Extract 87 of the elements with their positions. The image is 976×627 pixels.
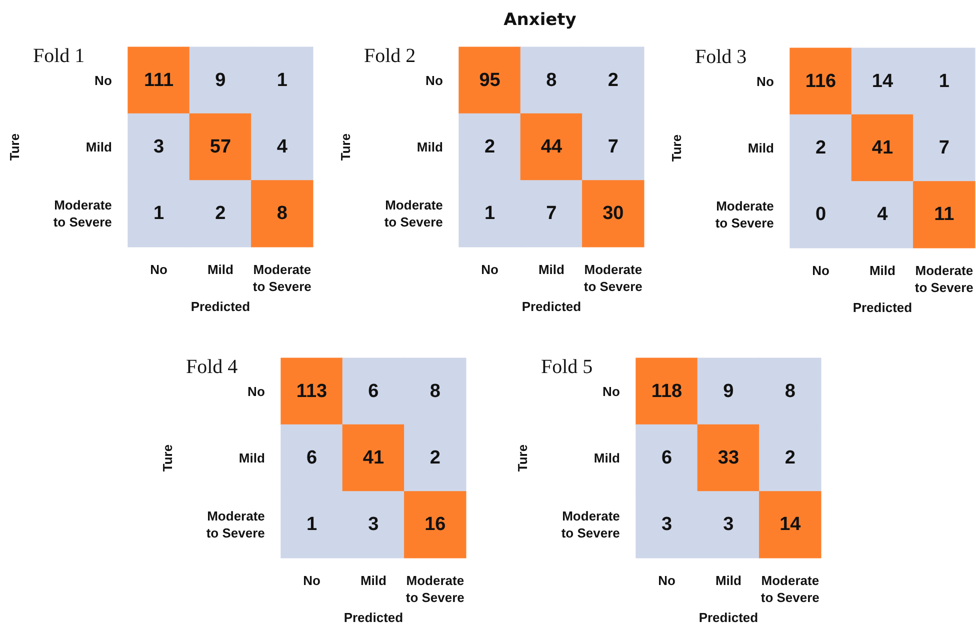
data-label: 7 [546, 203, 557, 224]
data-label: 95 [479, 70, 501, 91]
y-tick-label: No [248, 384, 265, 399]
y-tick-label: Mild [238, 450, 265, 466]
chart-title: Fold 1 [33, 45, 85, 67]
y-axis-title: Ture [669, 134, 684, 162]
x-tick-label: No [658, 573, 676, 588]
data-label: 3 [153, 136, 164, 158]
y-tick-label: Moderate to Severe [384, 198, 443, 230]
y-tick-label: Mild [416, 140, 443, 154]
data-label: 14 [872, 70, 894, 92]
y-tick-label: Moderate to Severe [53, 198, 112, 230]
data-label: 2 [815, 138, 826, 158]
data-label: 0 [815, 204, 826, 226]
y-tick-label: Mild [594, 450, 620, 466]
data-label: 8 [546, 70, 557, 91]
data-label: 2 [484, 136, 496, 158]
x-tick-label: No [481, 262, 498, 277]
data-label: 30 [602, 203, 624, 224]
y-tick-label: No [756, 74, 774, 89]
data-label: 41 [362, 448, 384, 468]
data-label: 7 [608, 136, 618, 158]
data-label: 113 [296, 380, 328, 402]
data-label: 4 [877, 204, 888, 226]
x-tick-label: No [303, 573, 320, 588]
text: Anxiety [502, 10, 578, 30]
data-label: 9 [723, 380, 734, 402]
data-label: 118 [651, 380, 682, 402]
data-label: 57 [210, 136, 232, 158]
y-tick-label: No [94, 72, 112, 88]
data-label: 41 [872, 138, 894, 158]
data-label: 2 [608, 70, 618, 91]
x-tick-label: Moderate to Severe [914, 263, 974, 295]
data-label: 6 [306, 448, 318, 468]
data-label: 6 [368, 380, 379, 402]
data-label: 33 [718, 448, 740, 468]
data-label: 2 [215, 203, 226, 224]
x-tick-label: No [812, 263, 830, 278]
x-tick-label: No [150, 262, 168, 277]
y-tick-label: Moderate to Severe [561, 508, 620, 541]
data-label: 111 [144, 70, 174, 91]
data-label: 4 [276, 136, 288, 158]
chart-title: Fold 2 [364, 45, 416, 67]
x-axis-title: Predicted [190, 298, 250, 314]
y-axis-title: Ture [338, 133, 353, 161]
x-axis-title: Predicted [344, 610, 404, 625]
x-axis-title: Predicted [522, 298, 582, 314]
x-tick-label: Mild [715, 573, 742, 588]
data-label: 3 [723, 514, 734, 536]
y-tick-label: Mild [748, 140, 774, 156]
data-label: 8 [430, 380, 440, 402]
data-label: 14 [780, 514, 802, 536]
data-label: 2 [430, 448, 440, 468]
y-tick-label: No [426, 72, 443, 88]
chart-title: Fold 4 [186, 356, 238, 378]
data-label: 8 [784, 380, 796, 402]
data-label: 44 [540, 136, 562, 158]
data-label: 116 [805, 70, 836, 92]
y-axis-title: Ture [7, 133, 22, 161]
x-axis-title: Predicted [852, 300, 912, 315]
data-label: 1 [938, 70, 950, 92]
y-tick-label: No [602, 384, 620, 399]
y-tick-label: Moderate to Severe [206, 508, 265, 541]
y-tick-label: Mild [86, 140, 112, 154]
data-label: 3 [661, 514, 672, 536]
data-label: 11 [934, 204, 955, 226]
data-label: 3 [368, 514, 379, 536]
x-tick-label: Mild [207, 262, 234, 277]
x-tick-label: Mild [360, 573, 387, 588]
data-label: 1 [484, 203, 496, 224]
x-axis-title: Predicted [698, 610, 758, 625]
chart-title: Fold 5 [541, 356, 593, 378]
data-label: 7 [938, 138, 950, 158]
data-label: 2 [784, 448, 796, 468]
y-axis-title: Ture [160, 444, 175, 472]
y-axis-title: Ture [515, 444, 530, 472]
y-tick-label: Moderate to Severe [715, 198, 774, 231]
data-label: 1 [276, 70, 288, 91]
x-tick-label: Mild [538, 262, 565, 277]
chart-title: Fold 3 [695, 46, 747, 68]
data-label: 9 [215, 70, 226, 91]
x-tick-label: Mild [869, 263, 896, 278]
data-label: 6 [661, 448, 672, 468]
data-label: 1 [306, 514, 318, 536]
data-label: 16 [424, 514, 446, 536]
data-label: 8 [276, 203, 288, 224]
data-label: 1 [153, 203, 164, 224]
